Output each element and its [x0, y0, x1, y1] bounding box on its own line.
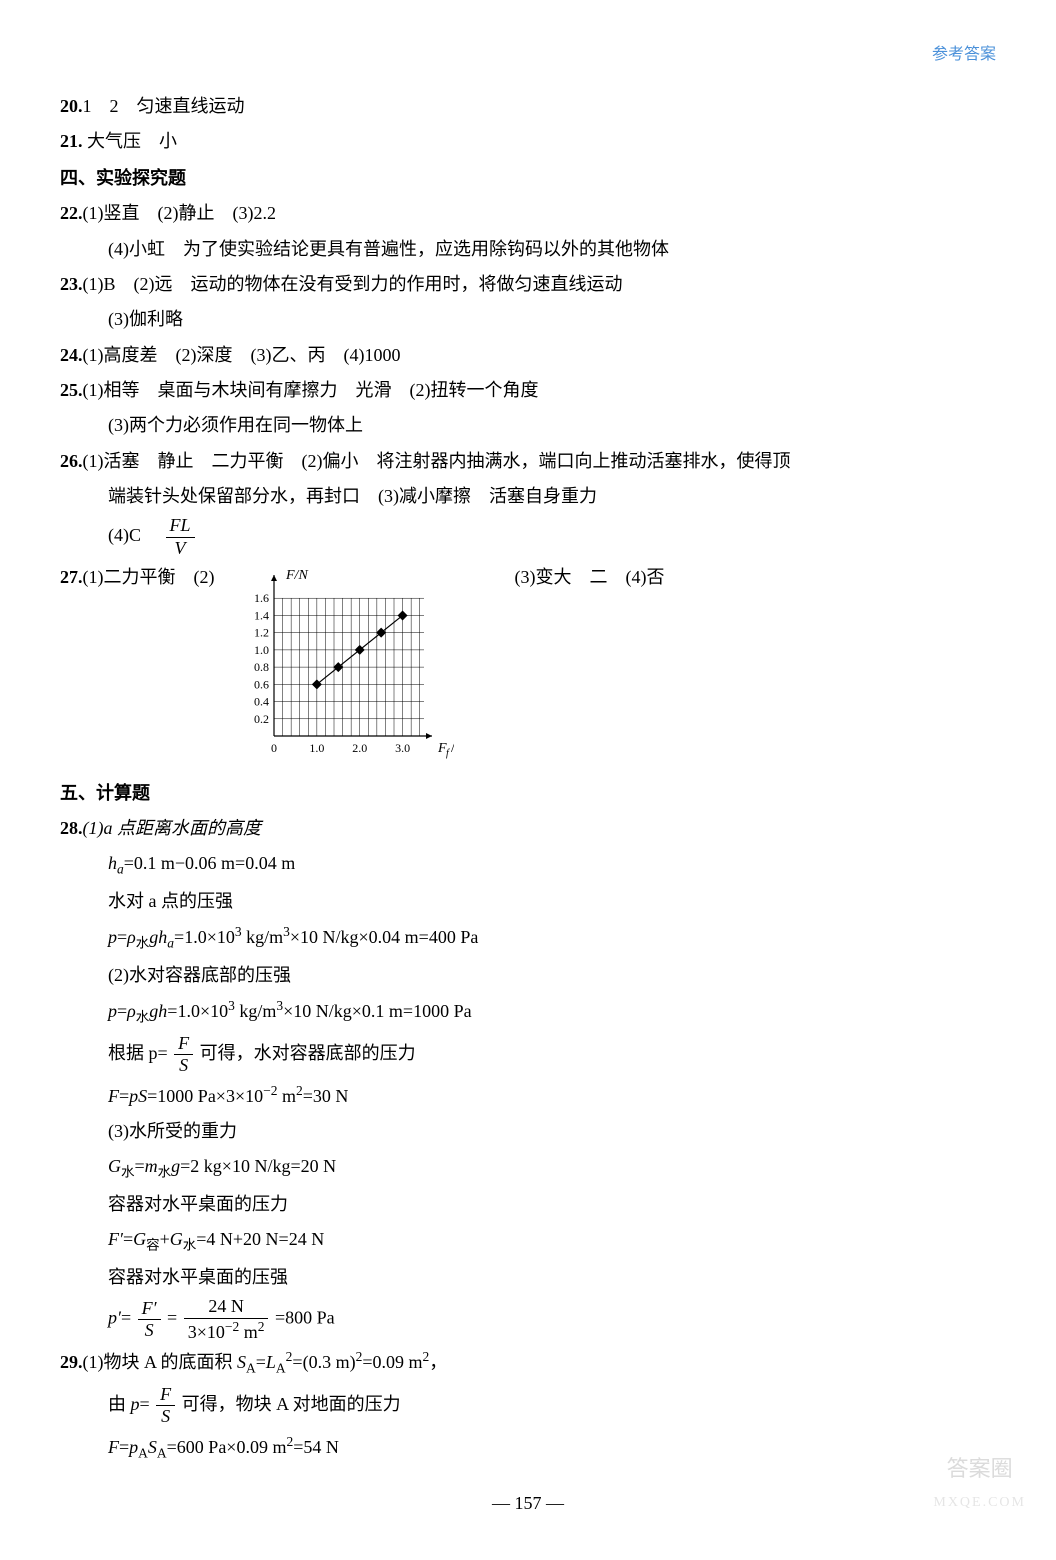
fraction-numerator: F	[156, 1384, 175, 1407]
fraction-denominator: S	[138, 1320, 161, 1342]
answer-line: 21. 大气压 小	[60, 125, 996, 158]
svg-text:2.0: 2.0	[353, 741, 368, 755]
formula-result: =800 Pa	[275, 1308, 335, 1328]
answer-line: 20.1 2 匀速直线运动	[60, 90, 996, 123]
svg-text:f: f	[446, 748, 450, 759]
svg-text:0.8: 0.8	[254, 660, 269, 674]
formula-line: F=pASA=600 Pa×0.09 m2=54 N	[60, 1430, 996, 1467]
q27-right: (3)变大 二 (4)否	[514, 561, 664, 594]
formula-prefix: p′=	[108, 1308, 131, 1328]
question-number: 23.	[60, 274, 83, 294]
formula-line: ha=0.1 m−0.06 m=0.04 m	[60, 847, 996, 883]
question-number: 25.	[60, 380, 83, 400]
watermark: 答案圈 MXQE.COM	[933, 1449, 1026, 1516]
fraction-numerator: F′	[138, 1298, 161, 1321]
answer-text: (1)活塞 静止 二力平衡 (2)偏小 将注射器内抽满水，端口向上推动活塞排水，…	[83, 451, 791, 471]
answer-line: 22.(1)竖直 (2)静止 (3)2.2	[60, 197, 996, 230]
formula-line: G水=m水g=2 kg×10 N/kg=20 N	[60, 1150, 996, 1186]
fraction-numerator: FL	[166, 515, 195, 538]
formula-line: 由 p= F S 可得，物块 A 对地面的压力	[60, 1384, 996, 1428]
answer-text: (1)a 点距离水面的高度	[83, 818, 262, 838]
formula-line: F=pS=1000 Pa×3×10−2 m2=30 N	[60, 1079, 996, 1113]
answer-continuation: 端装针头处保留部分水，再封口 (3)减小摩擦 活塞自身重力	[60, 480, 996, 513]
formula-prefix: 由 p=	[108, 1394, 150, 1414]
fraction-denominator: S	[156, 1406, 175, 1428]
answer-text: (4)C	[108, 525, 159, 545]
answer-text: (1)高度差 (2)深度 (3)乙、丙 (4)1000	[83, 345, 401, 365]
svg-text:F/N: F/N	[285, 568, 308, 583]
question-number: 20.	[60, 96, 83, 116]
svg-text:1.0: 1.0	[254, 643, 269, 657]
answer-text: (1)B (2)远 运动的物体在没有受到力的作用时，将做匀速直线运动	[83, 274, 623, 294]
section-heading: 五、计算题	[60, 777, 996, 810]
question-number: 28.	[60, 818, 83, 838]
answer-text: (1)竖直 (2)静止 (3)2.2	[83, 203, 276, 223]
svg-text:1.4: 1.4	[254, 609, 269, 623]
section-heading: 四、实验探究题	[60, 162, 996, 195]
fraction: F S	[156, 1384, 175, 1428]
formula-line: F′=G容+G水=4 N+20 N=24 N	[60, 1223, 996, 1259]
answer-continuation: (3)两个力必须作用在同一物体上	[60, 409, 996, 442]
formula-text: 容器对水平桌面的压力	[60, 1188, 996, 1221]
fraction: FL V	[166, 515, 195, 559]
formula-line: p′= F′ S = 24 N 3×10−2 m2 =800 Pa	[60, 1296, 996, 1343]
fraction-numerator: F	[174, 1033, 193, 1056]
page-number: — 157 —	[60, 1487, 996, 1520]
formula-suffix: 可得，水对容器底部的压力	[200, 1043, 416, 1063]
question-number: 27.	[60, 567, 83, 587]
formula-text: (2)水对容器底部的压强	[60, 959, 996, 992]
answer-line: 23.(1)B (2)远 运动的物体在没有受到力的作用时，将做匀速直线运动	[60, 268, 996, 301]
svg-text:0.2: 0.2	[254, 712, 269, 726]
formula-line: p=ρ水gh=1.0×103 kg/m3×10 N/kg×0.1 m=1000 …	[60, 994, 996, 1031]
formula-text: 水对 a 点的压强	[60, 885, 996, 918]
watermark-text: 答案圈	[933, 1449, 1026, 1490]
question-number: 24.	[60, 345, 83, 365]
fraction: F S	[174, 1033, 193, 1077]
svg-text:0.4: 0.4	[254, 695, 269, 709]
fraction-denominator: V	[166, 538, 195, 560]
formula-text: (3)水所受的重力	[60, 1115, 996, 1148]
fraction-denominator: 3×10−2 m2	[184, 1319, 269, 1344]
answer-text: 1 2 匀速直线运动	[83, 96, 245, 116]
header-label: 参考答案	[60, 40, 996, 70]
formula-text: 容器对水平桌面的压强	[60, 1261, 996, 1294]
question-number: 21.	[60, 131, 83, 151]
formula-suffix: 可得，物块 A 对地面的压力	[182, 1394, 401, 1414]
answer-text: (1)相等 桌面与木块间有摩擦力 光滑 (2)扭转一个角度	[83, 380, 539, 400]
answer-continuation: (3)伽利略	[60, 303, 996, 336]
chart-container: 1.61.41.21.00.80.60.40.201.02.03.0F/NFf/…	[224, 561, 454, 772]
answer-text: 大气压 小	[83, 131, 178, 151]
fraction: 24 N 3×10−2 m2	[184, 1296, 269, 1343]
fraction: F′ S	[138, 1298, 161, 1342]
formula-line: p=ρ水gha=1.0×103 kg/m3×10 N/kg×0.04 m=400…	[60, 920, 996, 957]
fraction-numerator: 24 N	[184, 1296, 269, 1319]
answer-line: 26.(1)活塞 静止 二力平衡 (2)偏小 将注射器内抽满水，端口向上推动活塞…	[60, 445, 996, 478]
svg-text:0.6: 0.6	[254, 678, 269, 692]
svg-text:/N: /N	[451, 741, 454, 756]
question-number: 29.	[60, 1352, 83, 1372]
answer-continuation: (4)小虹 为了使实验结论更具有普遍性，应选用除钩码以外的其他物体	[60, 233, 996, 266]
svg-text:1.2: 1.2	[254, 626, 269, 640]
question-number: 26.	[60, 451, 83, 471]
watermark-url: MXQE.COM	[933, 1490, 1026, 1516]
answer-line: 28.(1)a 点距离水面的高度	[60, 812, 996, 845]
fraction-denominator: S	[174, 1055, 193, 1077]
svg-text:3.0: 3.0	[396, 741, 411, 755]
scatter-chart: 1.61.41.21.00.80.60.40.201.02.03.0F/NFf/…	[224, 561, 454, 761]
formula-line: 根据 p= F S 可得，水对容器底部的压力	[60, 1033, 996, 1077]
svg-text:1.6: 1.6	[254, 592, 269, 606]
q27-left: 27.(1)二力平衡 (2)	[60, 561, 214, 594]
svg-text:1.0: 1.0	[310, 741, 325, 755]
answer-line: 24.(1)高度差 (2)深度 (3)乙、丙 (4)1000	[60, 339, 996, 372]
equals: =	[167, 1308, 177, 1328]
answer-line: 29.(1)物块 A 的底面积 SA=LA2=(0.3 m)2=0.09 m2，	[60, 1345, 996, 1382]
formula-prefix: 根据 p=	[108, 1043, 168, 1063]
question-number: 22.	[60, 203, 83, 223]
answer-line: 25.(1)相等 桌面与木块间有摩擦力 光滑 (2)扭转一个角度	[60, 374, 996, 407]
answer-continuation: (4)C FL V	[60, 515, 996, 559]
svg-text:0: 0	[271, 741, 277, 755]
answer-text: (1)二力平衡 (2)	[83, 567, 215, 587]
